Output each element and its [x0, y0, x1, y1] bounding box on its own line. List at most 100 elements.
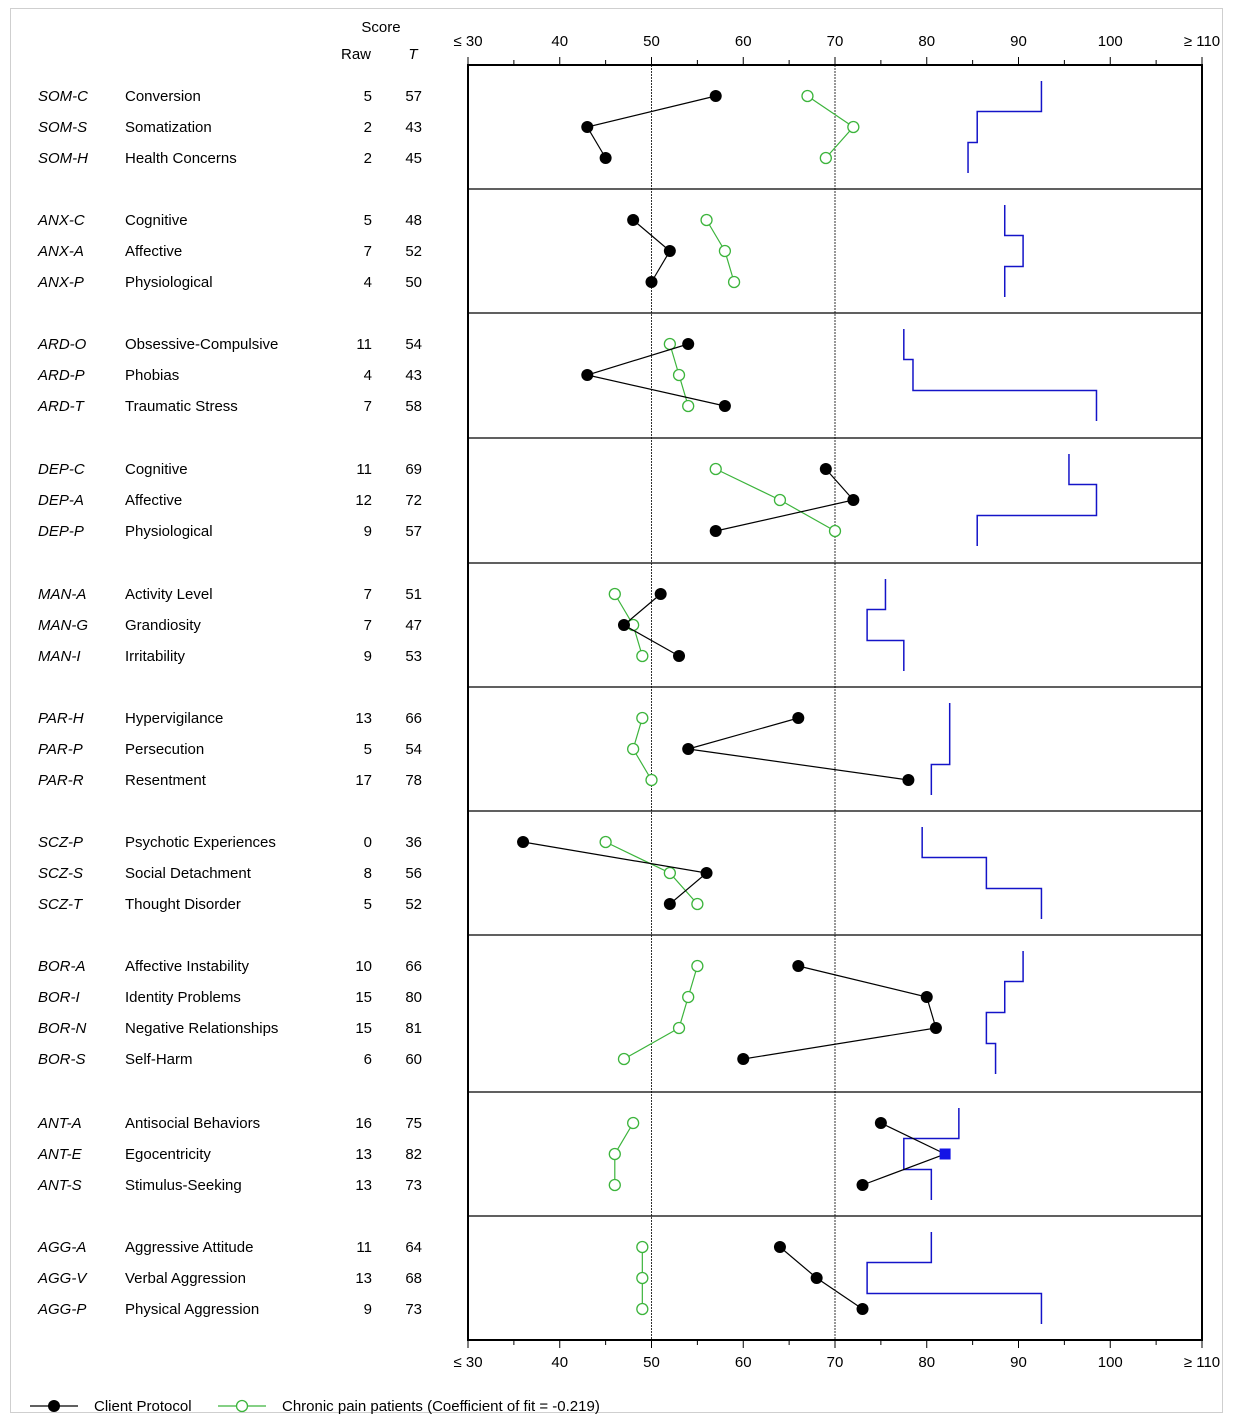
t-score: 69: [405, 461, 422, 478]
scale-code: ANT-S: [37, 1177, 82, 1194]
scale-code: DEP-C: [38, 461, 85, 478]
raw-score: 5: [364, 896, 372, 913]
comparison-point: [828, 524, 842, 538]
client-series-line: [584, 343, 726, 407]
comparison-point: [627, 742, 640, 756]
comparison-point: [700, 213, 713, 227]
raw-score: 15: [355, 1020, 372, 1037]
scale-code: MAN-G: [38, 617, 88, 634]
client-point: [663, 898, 676, 910]
scale-label: Social Detachment: [125, 865, 252, 882]
raw-score: 5: [364, 88, 372, 105]
comparison-point: [691, 959, 704, 973]
t-score: 56: [405, 865, 422, 882]
t-score: 78: [405, 772, 422, 789]
client-point: [599, 152, 612, 164]
comparison-point: [682, 399, 695, 413]
t-score: 82: [405, 1146, 422, 1163]
scale-code: SOM-C: [38, 88, 88, 105]
threshold-step-line: [976, 454, 1098, 546]
client-point: [682, 743, 695, 755]
comparison-point: [645, 773, 658, 787]
scale-code: SCZ-S: [38, 865, 83, 882]
raw-score: 9: [364, 648, 372, 665]
client-series-line: [688, 717, 909, 781]
t-score: 53: [405, 648, 422, 665]
scale-code: AGG-A: [37, 1239, 86, 1256]
scale-label: Persecution: [125, 741, 204, 758]
client-point: [847, 494, 860, 506]
client-point: [700, 867, 713, 879]
raw-score: 4: [364, 367, 372, 384]
legend-comparison-label: Chronic pain patients (Coefficient of fi…: [282, 1398, 600, 1415]
score-header: Score: [361, 19, 400, 36]
t-score: 45: [405, 150, 422, 167]
scale-code: AGG-P: [37, 1301, 86, 1318]
threshold-step-line: [1003, 205, 1024, 297]
x-tick-label-bottom: 80: [918, 1354, 935, 1371]
scale-code: SOM-S: [38, 119, 87, 136]
raw-score: 7: [364, 617, 372, 634]
scale-code: ARD-P: [37, 367, 85, 384]
client-point: [792, 960, 805, 972]
client-point: [718, 400, 731, 412]
t-score: 43: [405, 119, 422, 136]
x-tick-label-top: 60: [735, 33, 752, 50]
comparison-point: [709, 462, 722, 476]
scale-label: Somatization: [125, 119, 212, 136]
client-point: [709, 525, 722, 537]
x-tick-label-top: 50: [643, 33, 660, 50]
comparison-point: [718, 244, 732, 258]
client-point: [856, 1179, 869, 1191]
x-tick-label-top: ≥ 110: [1184, 33, 1220, 50]
scale-label: Physiological: [125, 523, 213, 540]
client-point: [856, 1303, 869, 1315]
client-point: [682, 338, 695, 350]
comparison-point: [636, 711, 649, 725]
x-tick-label-bottom: ≥ 110: [1184, 1354, 1220, 1371]
t-header: T: [408, 46, 419, 63]
raw-score: 16: [355, 1115, 372, 1132]
raw-score: 2: [364, 119, 372, 136]
t-score: 52: [405, 243, 422, 260]
client-point: [773, 1241, 786, 1253]
x-tick-label-bottom: 60: [735, 1354, 752, 1371]
scale-label: Physical Aggression: [125, 1301, 259, 1318]
t-score: 57: [405, 523, 422, 540]
comparison-series-line: [623, 965, 698, 1060]
x-tick-label-bottom: 100: [1098, 1354, 1123, 1371]
scale-code: MAN-A: [38, 586, 86, 603]
comparison-point: [773, 493, 787, 507]
scale-label: Affective: [125, 243, 182, 260]
legend-client-label: Client Protocol: [94, 1398, 192, 1415]
x-tick-label-bottom: 70: [827, 1354, 844, 1371]
client-point: [663, 245, 676, 257]
x-tick-label-top: ≤ 30: [453, 33, 482, 50]
scale-code: ANX-C: [37, 212, 85, 229]
scale-code: ANX-P: [37, 274, 84, 291]
client-series-line: [522, 841, 708, 905]
client-point-flagged: [939, 1148, 951, 1160]
raw-score: 8: [364, 865, 372, 882]
raw-score: 7: [364, 243, 372, 260]
raw-score: 13: [355, 1146, 372, 1163]
raw-score: 17: [355, 772, 372, 789]
client-point: [673, 650, 686, 662]
comparison-point: [608, 1147, 621, 1161]
scale-label: Irritability: [125, 648, 186, 665]
scale-label: Negative Relationships: [125, 1020, 278, 1037]
scale-label: Antisocial Behaviors: [125, 1115, 260, 1132]
comparison-point: [608, 1178, 621, 1192]
client-point: [874, 1117, 887, 1129]
raw-score: 12: [355, 492, 372, 509]
client-point: [627, 214, 640, 226]
t-score: 81: [405, 1020, 422, 1037]
scale-code: SCZ-P: [38, 834, 83, 851]
scale-label: Phobias: [125, 367, 179, 384]
scale-code: BOR-N: [38, 1020, 87, 1037]
client-point: [819, 463, 832, 475]
client-point: [792, 712, 805, 724]
threshold-step-line: [866, 579, 905, 671]
scale-code: SOM-H: [38, 150, 88, 167]
